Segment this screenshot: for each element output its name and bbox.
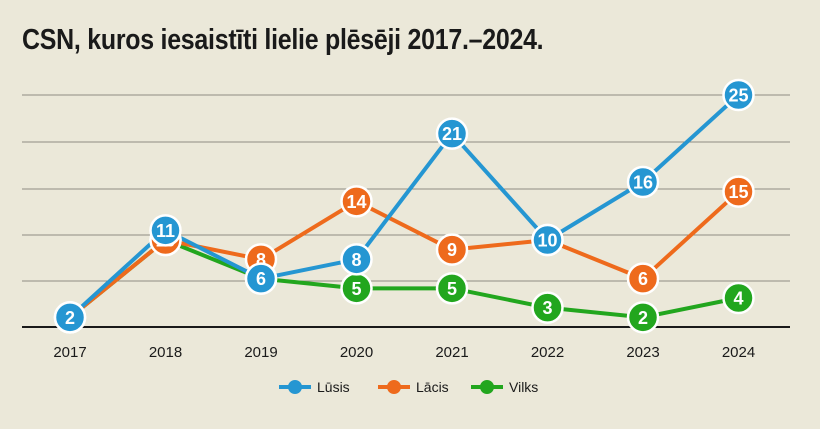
- data-label: 25: [728, 86, 748, 106]
- grid-lines: [22, 94, 790, 328]
- x-tick-label: 2020: [340, 344, 373, 361]
- legend: Lūsis Lācis Vilks: [279, 379, 538, 395]
- data-label: 9: [447, 240, 457, 260]
- data-point: [722, 175, 755, 208]
- legend-swatch-dot: [480, 380, 494, 394]
- legend-swatch-dot: [387, 380, 401, 394]
- x-tick-label: 2023: [626, 344, 659, 361]
- data-label: 6: [256, 269, 266, 289]
- x-tick-label: 2018: [149, 344, 182, 361]
- data-label: 2: [638, 308, 648, 328]
- data-label: 11: [156, 221, 175, 241]
- x-tick-label: 2022: [531, 344, 564, 361]
- data-point: [149, 214, 182, 247]
- data-points: 2106553242108149106152116821101625: [53, 78, 755, 334]
- x-tick-label: 2017: [53, 344, 86, 361]
- legend-swatch-dot: [288, 380, 302, 394]
- data-point: [244, 262, 278, 295]
- data-label: 8: [351, 250, 361, 270]
- data-point: [626, 262, 660, 295]
- data-point: [340, 243, 373, 276]
- data-label: 15: [728, 182, 748, 202]
- x-tick-label: 2024: [722, 344, 755, 361]
- data-label: 21: [442, 124, 462, 144]
- data-point: [53, 301, 87, 334]
- x-axis-ticks: 2017 2018 2019 2020 2021 2022 2023 2024: [53, 344, 755, 361]
- data-point: [435, 233, 469, 266]
- data-label: 5: [351, 279, 361, 299]
- data-label: 8: [256, 250, 266, 270]
- data-point: [626, 165, 660, 199]
- data-label: 5: [447, 279, 457, 299]
- data-label: 4: [733, 289, 743, 309]
- data-point: [531, 223, 564, 257]
- data-point: [435, 117, 469, 150]
- x-tick-label: 2021: [435, 344, 468, 361]
- data-point: [722, 281, 755, 315]
- x-tick-label: 2019: [244, 344, 277, 361]
- data-label: 6: [638, 269, 648, 289]
- legend-label: Lācis: [416, 379, 449, 395]
- data-point: [626, 301, 660, 334]
- data-point: [435, 272, 469, 305]
- data-label: 10: [537, 231, 557, 251]
- legend-label: Lūsis: [317, 379, 350, 395]
- chart-title: CSN, kuros iesaistīti lielie plēsēji 201…: [22, 24, 544, 56]
- data-point: [340, 185, 373, 218]
- data-point: [531, 291, 564, 324]
- legend-label: Vilks: [509, 379, 538, 395]
- data-label: 3: [542, 298, 552, 318]
- data-label: 2: [65, 308, 75, 328]
- data-label: 14: [346, 192, 366, 212]
- data-point: [722, 78, 755, 112]
- data-label: 16: [633, 173, 653, 193]
